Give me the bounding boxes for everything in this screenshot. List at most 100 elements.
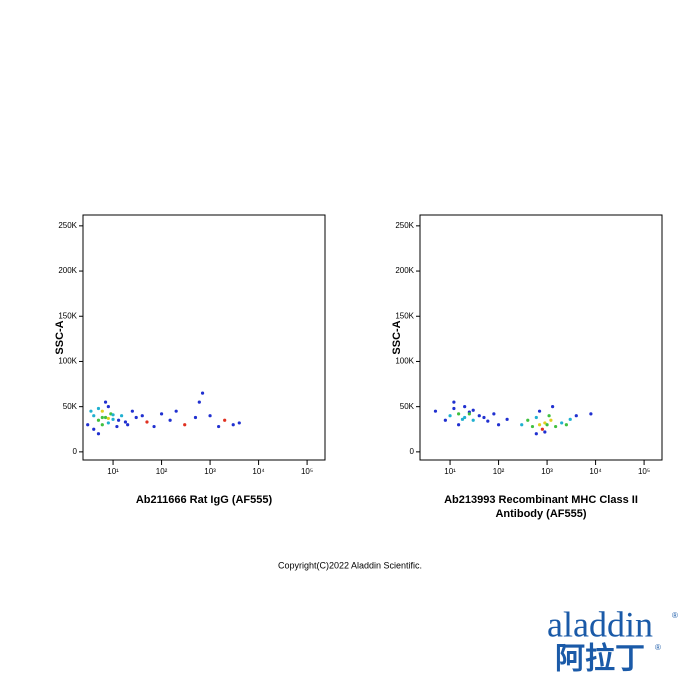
x-axis-title: Antibody (AF555) <box>495 508 586 520</box>
data-point <box>106 405 110 409</box>
data-point <box>217 424 221 429</box>
data-point <box>92 414 96 418</box>
y-tick-label: 50K <box>400 402 415 411</box>
data-point <box>111 417 115 421</box>
data-point <box>134 415 138 420</box>
data-point <box>100 409 104 413</box>
data-point <box>100 423 104 427</box>
x-tick-label: 10⁴ <box>252 467 265 476</box>
data-point <box>477 414 481 418</box>
data-point <box>96 418 101 422</box>
copyright: Copyright(C)2022 Aladdin Scientific. <box>278 560 422 570</box>
x-tick-label: 10³ <box>541 467 553 476</box>
data-point <box>443 418 447 422</box>
data-point <box>543 430 547 434</box>
y-tick-label: 0 <box>73 447 78 456</box>
data-point <box>126 423 130 427</box>
data-point <box>237 421 241 425</box>
data-point <box>492 412 496 416</box>
data-point <box>106 416 110 421</box>
data-point <box>183 423 187 427</box>
y-axis-title: SSC-A <box>54 320 66 354</box>
data-point <box>551 405 555 409</box>
logo-mark: ® <box>672 611 678 620</box>
y-tick-label: 250K <box>58 221 77 230</box>
y-axis-title: SSC-A <box>391 320 403 354</box>
data-point <box>100 415 104 420</box>
x-axis-title: Ab211666 Rat IgG (AF555) <box>136 494 273 506</box>
x-tick-label: 10³ <box>204 467 216 476</box>
data-point <box>174 409 178 413</box>
data-point <box>116 418 121 422</box>
data-point <box>130 409 134 413</box>
data-point <box>200 391 205 395</box>
data-point <box>89 409 93 413</box>
data-point <box>457 423 461 427</box>
data-point <box>152 424 156 429</box>
data-point <box>115 424 119 429</box>
data-point <box>448 414 452 418</box>
data-point <box>103 415 108 420</box>
data-point <box>547 414 551 418</box>
logo-cn: 阿拉丁 <box>555 642 645 677</box>
data-point <box>106 421 110 425</box>
data-point <box>537 423 542 427</box>
data-point <box>534 415 538 420</box>
data-point <box>545 423 549 427</box>
data-point <box>482 415 486 420</box>
data-point <box>568 417 572 421</box>
data-point <box>96 406 101 411</box>
data-point <box>231 423 235 427</box>
y-tick-label: 200K <box>395 266 414 275</box>
y-tick-label: 100K <box>395 357 414 366</box>
x-tick-label: 10¹ <box>107 467 119 476</box>
data-point <box>537 409 542 413</box>
data-point <box>86 423 90 427</box>
data-point <box>457 412 461 416</box>
x-tick-label: 10⁴ <box>589 467 602 476</box>
data-point <box>463 415 467 420</box>
data-point <box>96 432 101 436</box>
plot-frame <box>82 214 326 461</box>
data-point <box>520 423 524 427</box>
data-point <box>452 406 456 411</box>
data-point <box>208 414 212 418</box>
data-point <box>463 405 467 409</box>
data-point <box>460 417 465 421</box>
data-point <box>145 420 149 424</box>
data-point <box>564 423 568 427</box>
data-point <box>549 418 553 422</box>
y-tick-label: 250K <box>395 221 414 230</box>
x-axis-title: Ab213993 Recombinant MHC Class II <box>444 494 638 506</box>
data-point <box>554 424 558 429</box>
y-tick-label: 50K <box>63 402 78 411</box>
data-point <box>530 424 535 429</box>
data-point <box>496 423 501 427</box>
y-tick-label: 100K <box>58 357 77 366</box>
x-tick-label: 10⁵ <box>638 467 650 476</box>
data-point <box>526 418 530 422</box>
data-point <box>534 432 538 436</box>
data-point <box>223 418 227 422</box>
data-point <box>197 400 201 404</box>
data-point <box>471 408 475 412</box>
data-point <box>471 418 475 422</box>
data-point <box>111 413 115 417</box>
data-point <box>540 427 544 431</box>
data-point <box>159 412 164 416</box>
data-point <box>103 400 108 404</box>
data-point <box>120 414 124 418</box>
logo: aladdin <box>547 604 653 644</box>
data-point <box>140 414 144 418</box>
data-point <box>433 409 438 413</box>
data-point <box>92 427 96 431</box>
data-point <box>543 421 547 425</box>
data-point <box>467 412 471 416</box>
data-point <box>574 414 578 418</box>
data-point <box>589 412 593 416</box>
x-tick-label: 10⁵ <box>301 467 313 476</box>
plot-frame <box>419 214 663 461</box>
data-point <box>505 417 509 421</box>
x-tick-label: 10² <box>493 467 505 476</box>
